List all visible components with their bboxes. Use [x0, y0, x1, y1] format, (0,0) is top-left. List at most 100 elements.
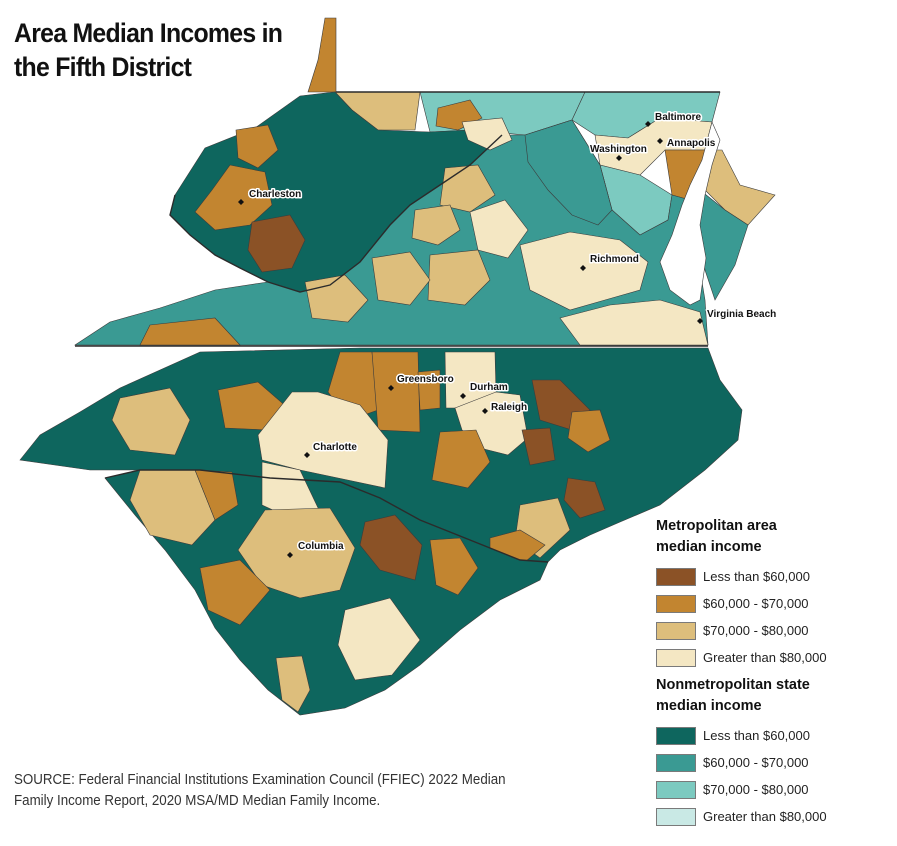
legend-label: Less than $60,000: [703, 728, 810, 743]
region-hampton-roads-metro: [559, 299, 709, 346]
city-marker-icon: [580, 265, 586, 271]
city-baltimore: Baltimore: [645, 111, 703, 127]
city-marker-icon: [616, 155, 622, 161]
city-marker-icon: [482, 408, 488, 414]
boundary-nc-sc: [104, 469, 549, 563]
city-columbia: Columbia: [287, 540, 345, 558]
region-greenville-metro: [567, 409, 611, 453]
source-line-1: SOURCE: Federal Financial Institutions E…: [14, 772, 506, 788]
legend-swatch: [656, 621, 696, 640]
city-marker-icon: [460, 393, 466, 399]
legend-item: $60,000 - $70,000: [656, 749, 896, 776]
region-goldsboro-metro: [521, 427, 556, 466]
legend-label: $60,000 - $70,000: [703, 596, 809, 611]
region-hilton-head-metro: [275, 655, 311, 713]
title-line-2: the Fifth District: [14, 52, 192, 82]
west-virginia-region: [169, 91, 503, 293]
region-richmond-metro: [519, 231, 649, 311]
legend-label: Greater than $80,000: [703, 809, 827, 824]
source-line-2: Family Income Report, 2020 MSA/MD Median…: [14, 793, 381, 809]
legend-nonmetro-heading-line-1: Nonmetropolitan state: [656, 677, 810, 693]
city-label-raleigh: Raleigh: [491, 402, 527, 413]
legend-nonmetro-heading-line-2: median income: [656, 698, 762, 714]
boundary-wv-va: [169, 134, 503, 293]
city-washington: Washington: [589, 143, 648, 161]
north-carolina-region: [19, 347, 743, 563]
city-marker-icon: [287, 552, 293, 558]
legend-swatch: [656, 648, 696, 667]
title-line-1: Area Median Incomes in: [14, 18, 283, 48]
city-richmond: Richmond: [580, 253, 640, 271]
city-label-charleston: Charleston: [249, 189, 301, 200]
region-western-maryland: [307, 17, 337, 93]
legend-item: $70,000 - $80,000: [656, 617, 896, 644]
city-marker-icon: [697, 318, 703, 324]
region-augusta-sc-metro: [199, 559, 271, 626]
legend-label: Greater than $80,000: [703, 650, 827, 665]
legend-label: Less than $60,000: [703, 569, 810, 584]
city-marker-icon: [657, 138, 663, 144]
state-boundaries: [75, 91, 720, 563]
legend-metro-heading-line-2: median income: [656, 539, 762, 555]
legend: Metropolitan area median income Less tha…: [656, 516, 896, 830]
region-roanoke-metro: [371, 251, 431, 306]
region-charleston-metro: [194, 164, 273, 231]
region-sumter-metro: [359, 514, 423, 581]
region-winchester-metro: [461, 117, 513, 151]
legend-item: Greater than $80,000: [656, 803, 896, 830]
city-label-washington: Washington: [590, 144, 647, 155]
city-label-greensboro: Greensboro: [397, 374, 454, 385]
region-beckley-metro: [247, 214, 306, 273]
legend-swatch: [656, 567, 696, 586]
figure-title: Area Median Incomes in the Fifth Distric…: [14, 16, 290, 84]
legend-swatch: [656, 726, 696, 745]
city-label-columbia: Columbia: [298, 541, 344, 552]
region-harrisonburg-metro: [439, 164, 496, 213]
legend-item: $60,000 - $70,000: [656, 590, 896, 617]
region-northern-va-metro: [524, 119, 613, 226]
region-jacksonville-metro: [563, 477, 606, 519]
city-label-virginia-beach: Virginia Beach: [707, 309, 776, 320]
region-columbia-metro: [237, 507, 356, 599]
region-myrtle-beach-metro: [429, 537, 479, 596]
city-label-richmond: Richmond: [590, 254, 639, 265]
region-wv-north-metro: [235, 124, 279, 169]
legend-label: $70,000 - $80,000: [703, 623, 809, 638]
legend-item: Less than $60,000: [656, 722, 896, 749]
city-annapolis: Annapolis: [657, 137, 717, 151]
region-spartanburg-metro: [194, 469, 239, 521]
legend-item: Less than $60,000: [656, 563, 896, 590]
legend-swatch: [656, 780, 696, 799]
legend-nonmetro-heading: Nonmetropolitan state median income: [656, 675, 896, 717]
region-charleston-sc-metro: [337, 597, 421, 681]
city-marker-icon: [238, 199, 244, 205]
legend-swatch: [656, 594, 696, 613]
region-kingsport-metro: [139, 317, 241, 346]
legend-label: $60,000 - $70,000: [703, 755, 809, 770]
region-charlotte-metro: [257, 391, 389, 489]
region-staunton-metro: [411, 204, 461, 246]
legend-metro-heading-line-1: Metropolitan area: [656, 518, 777, 534]
legend-swatch: [656, 807, 696, 826]
source-note: SOURCE: Federal Financial Institutions E…: [14, 770, 566, 812]
region-greensboro-metro: [371, 351, 421, 433]
city-label-durham: Durham: [470, 382, 508, 393]
region-charlottesville-metro: [469, 199, 529, 259]
city-label-annapolis: Annapolis: [667, 138, 716, 149]
region-burlington-metro: [417, 369, 441, 411]
legend-item: $70,000 - $80,000: [656, 776, 896, 803]
city-greensboro: Greensboro: [388, 373, 455, 391]
legend-item: Greater than $80,000: [656, 644, 896, 671]
city-markers: Baltimore Washington Annapolis Charlesto…: [238, 111, 778, 558]
city-durham: Durham: [460, 381, 509, 399]
legend-metro-heading: Metropolitan area median income: [656, 516, 896, 558]
city-charleston: Charleston: [238, 188, 303, 205]
city-marker-icon: [388, 385, 394, 391]
city-marker-icon: [304, 452, 310, 458]
city-raleigh: Raleigh: [482, 401, 529, 415]
city-marker-icon: [645, 121, 651, 127]
region-asheville-metro: [111, 387, 191, 456]
region-fayetteville-metro: [431, 429, 491, 489]
